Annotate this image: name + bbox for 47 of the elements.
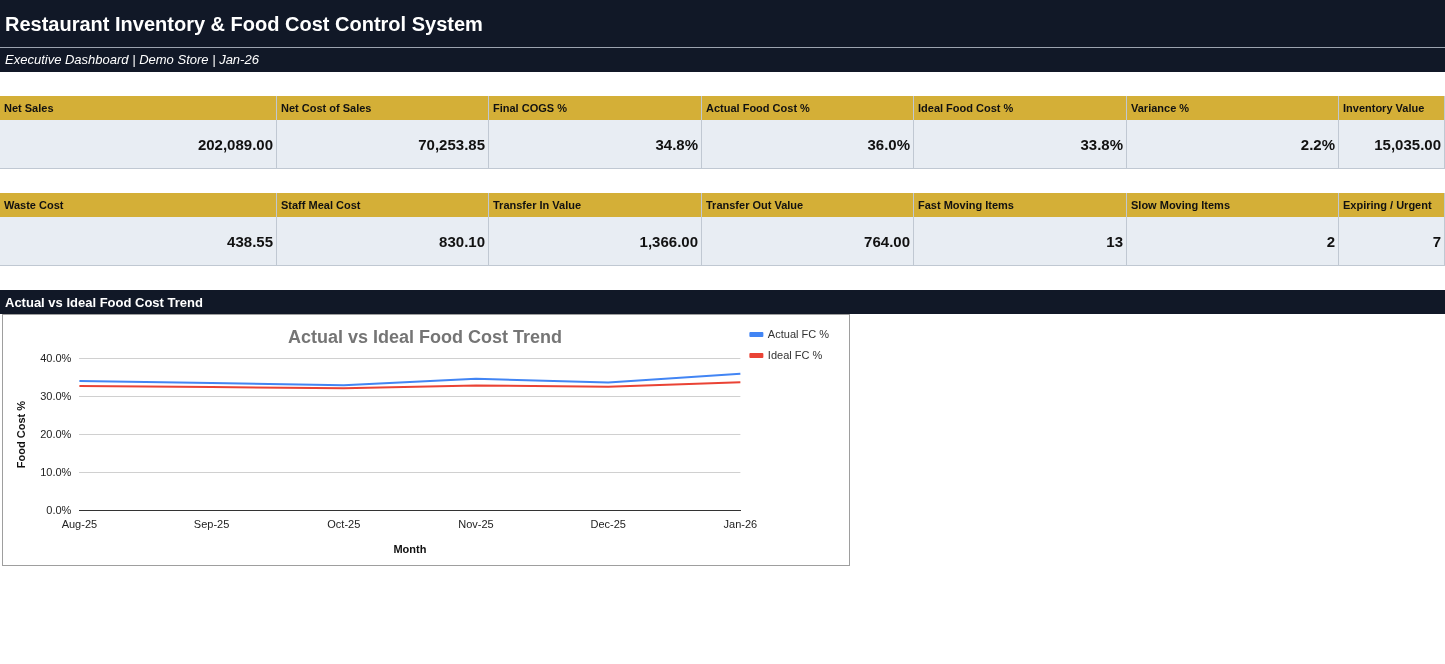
- x-tick-label: Nov-25: [458, 518, 494, 531]
- y-axis-title: Food Cost %: [14, 400, 27, 469]
- text: 70,253.85: [418, 136, 485, 153]
- category-label: Actual Food Cost %: [702, 96, 913, 120]
- category-label: Inventory Value: [1339, 96, 1444, 120]
- y-tick-label: 30.0%: [40, 389, 72, 402]
- category-label: Expiring / Urgent: [1339, 193, 1444, 217]
- x-axis-title: Month: [393, 543, 427, 556]
- category-label: Staff Meal Cost: [277, 193, 488, 217]
- text: Actual vs Ideal Food Cost Trend: [0, 290, 1445, 314]
- chart-title: Actual vs Ideal Food Cost Trend: [287, 326, 563, 347]
- text: 33.8%: [1080, 136, 1123, 153]
- category-label: Fast Moving Items: [914, 193, 1126, 217]
- category-label: Waste Cost: [0, 193, 276, 217]
- text: 202,089.00: [197, 136, 273, 153]
- text: 1,366.00: [639, 233, 698, 250]
- text: 764.00: [864, 233, 910, 250]
- text: Executive Dashboard | Demo Store | Jan-26: [0, 48, 1445, 72]
- text: 13: [1106, 233, 1123, 250]
- legend-label: Actual FC %: [767, 327, 830, 340]
- category-label: Transfer In Value: [489, 193, 701, 217]
- text: 34.8%: [655, 136, 698, 153]
- category-label: Final COGS %: [489, 96, 701, 120]
- category-label: Transfer Out Value: [702, 193, 913, 217]
- text: 7: [1432, 233, 1441, 250]
- category-label: Net Sales: [0, 96, 276, 120]
- text: Restaurant Inventory & Food Cost Control System: [0, 0, 1445, 48]
- text: 830.10: [439, 233, 485, 250]
- x-tick-label: Oct-25: [327, 518, 361, 531]
- category-label: Ideal Food Cost %: [914, 96, 1126, 120]
- text: 15,035.00: [1374, 136, 1441, 153]
- category-label: Net Cost of Sales: [277, 96, 488, 120]
- y-tick-label: 10.0%: [40, 465, 72, 478]
- category-label: Variance %: [1127, 96, 1338, 120]
- text: 36.0%: [867, 136, 910, 153]
- legend-label: Ideal FC %: [767, 348, 823, 361]
- x-tick-label: Aug-25: [61, 518, 98, 531]
- text: 438.55: [227, 233, 273, 250]
- y-tick-label: 0.0%: [46, 503, 72, 516]
- text: 2: [1326, 233, 1335, 250]
- y-tick-label: 40.0%: [40, 351, 72, 364]
- text: 2.2%: [1300, 136, 1335, 153]
- x-tick-label: Dec-25: [590, 518, 626, 531]
- x-tick-label: Sep-25: [193, 518, 230, 531]
- y-tick-label: 20.0%: [40, 427, 72, 440]
- category-label: Slow Moving Items: [1127, 193, 1338, 217]
- x-tick-label: Jan-26: [723, 518, 758, 531]
